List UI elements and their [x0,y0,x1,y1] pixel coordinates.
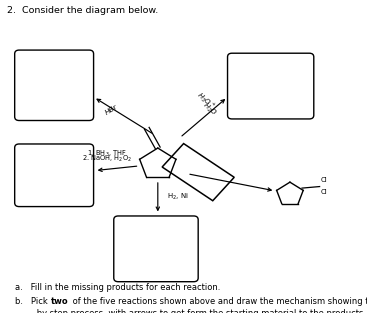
Text: a.   Fill in the missing products for each reaction.: a. Fill in the missing products for each… [15,283,220,292]
Text: 1. BH$_3$, THF: 1. BH$_3$, THF [87,149,126,159]
Text: Cl: Cl [321,189,328,195]
Text: of the five reactions shown above and draw the mechanism showing the step: of the five reactions shown above and dr… [70,297,367,306]
Text: 2.  Consider the diagram below.: 2. Consider the diagram below. [7,6,159,15]
Text: $H_2O$: $H_2O$ [200,100,218,119]
FancyBboxPatch shape [15,144,94,207]
Text: Cl: Cl [321,177,328,183]
Polygon shape [162,144,234,201]
Text: b.   Pick: b. Pick [15,297,50,306]
FancyBboxPatch shape [15,50,94,121]
Text: 2. NaOH, H$_2$O$_2$: 2. NaOH, H$_2$O$_2$ [81,154,131,164]
Text: $H_3O^+$: $H_3O^+$ [194,90,217,112]
Text: HBr: HBr [105,103,119,116]
Text: H$_2$, Ni: H$_2$, Ni [167,192,189,202]
Text: by step process, with arrows to get form the starting material to the products.: by step process, with arrows to get form… [21,309,366,313]
Text: two: two [51,297,68,306]
FancyBboxPatch shape [114,216,198,282]
FancyBboxPatch shape [228,53,314,119]
